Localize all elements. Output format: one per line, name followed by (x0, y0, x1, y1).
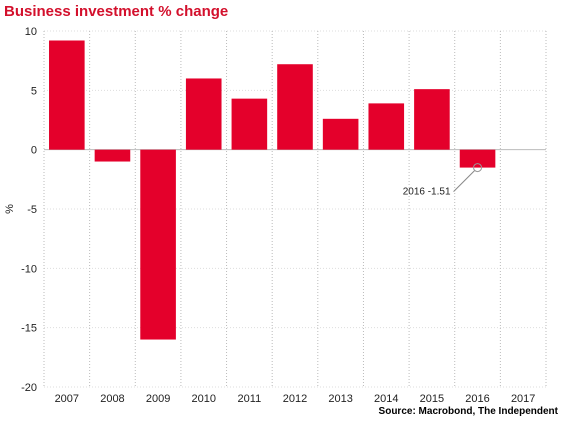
bar-2015 (414, 89, 450, 150)
x-tick-label: 2012 (283, 393, 307, 405)
x-tick-label: 2015 (420, 393, 444, 405)
y-tick-label: -20 (21, 382, 37, 394)
x-tick-label: 2013 (328, 393, 352, 405)
bar-2012 (277, 64, 313, 150)
annotation: 2016 -1.51 (403, 163, 483, 198)
bar-2014 (368, 103, 405, 150)
y-axis-label: % (4, 204, 16, 214)
bar-2009 (140, 149, 176, 340)
annotation-marker (473, 163, 483, 173)
bar-2013 (322, 118, 359, 150)
bar-2008 (94, 149, 131, 162)
y-tick-label: -5 (27, 204, 37, 216)
x-tick-label: 2016 (465, 393, 489, 405)
y-tick-label: 0 (31, 145, 37, 157)
vertical-gridlines (43, 31, 547, 387)
y-axis-ticks: 10 5 0 -5 -10 -15 -20 (21, 26, 37, 394)
x-tick-label: 2008 (100, 393, 124, 405)
x-tick-label: 2010 (191, 393, 215, 405)
bar-2007 (49, 40, 85, 150)
chart-title: Business investment % change (4, 3, 229, 20)
bars (49, 40, 496, 340)
x-tick-label: 2007 (55, 393, 79, 405)
x-tick-label: 2017 (511, 393, 535, 405)
y-tick-label: -15 (21, 323, 37, 335)
source-note: Source: Macrobond, The Independent (379, 406, 559, 417)
bar-2016 (459, 149, 496, 168)
y-tick-label: 5 (31, 85, 37, 97)
bar-2010 (185, 78, 222, 150)
y-tick-label: -10 (21, 263, 37, 275)
x-tick-label: 2011 (238, 393, 262, 405)
annotation-label: 2016 -1.51 (403, 187, 451, 198)
x-tick-label: 2014 (374, 393, 398, 405)
annotation-leader-line (453, 170, 475, 192)
y-tick-label: 10 (25, 26, 37, 38)
x-axis-ticks: 2007 2008 2009 2010 2011 2012 2013 2014 2015 2016… (55, 393, 536, 405)
x-tick-label: 2009 (146, 393, 170, 405)
bar-2011 (231, 98, 268, 150)
